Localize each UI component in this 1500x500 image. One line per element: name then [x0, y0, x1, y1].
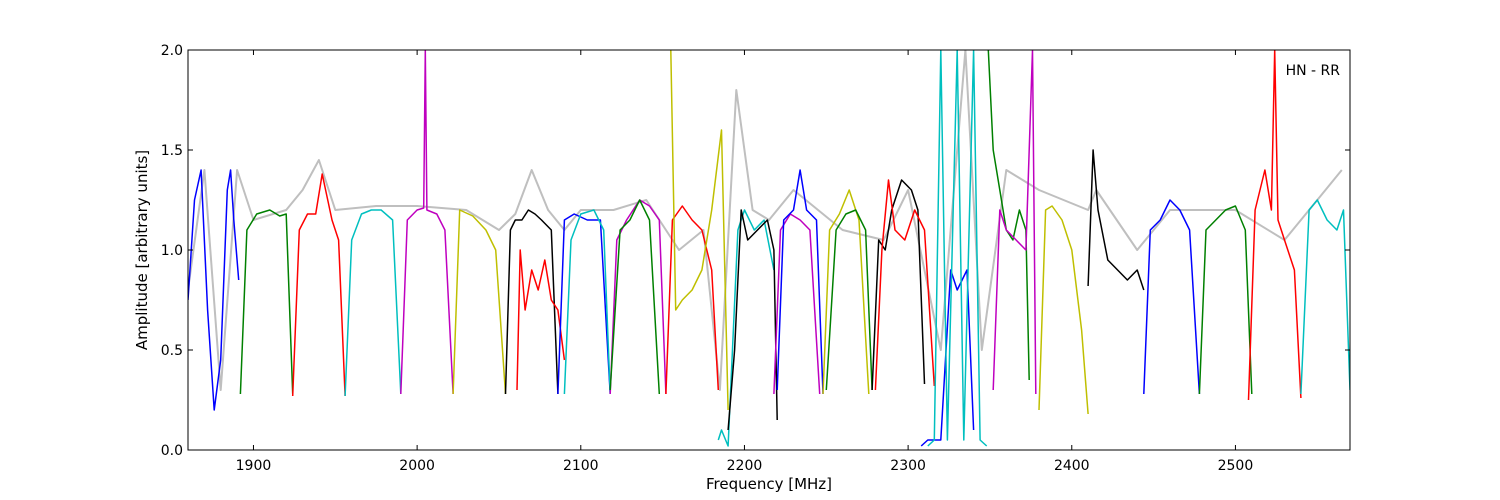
series-line-32 — [1300, 199, 1350, 395]
series-line-21 — [871, 179, 926, 391]
x-tick-label: 2100 — [563, 458, 599, 474]
series-line-7 — [504, 209, 559, 395]
chart-annotation: HN - RR — [1286, 63, 1341, 79]
y-tick-label: 1.5 — [161, 143, 183, 159]
series-line-18 — [776, 169, 824, 395]
x-tick-label: 2500 — [1218, 458, 1254, 474]
series-line-12 — [609, 199, 661, 395]
x-tick-label: 1900 — [236, 458, 272, 474]
series-line-3 — [291, 173, 346, 397]
y-tick-label: 0.0 — [161, 443, 183, 459]
axis-ticks: 1900 2000 2100 2200 2300 2400 2500 0.0 0.5 1.0 1.5… — [161, 43, 1350, 474]
series-line-14 — [670, 50, 729, 411]
series-line-29 — [1143, 199, 1201, 395]
x-tick-label: 2400 — [1054, 458, 1090, 474]
series-line-26 — [992, 50, 1037, 395]
series-line-13 — [665, 205, 720, 395]
series-line-30 — [1198, 205, 1253, 395]
series-line-8 — [516, 249, 566, 391]
series-line-19 — [822, 189, 870, 395]
series-line-31 — [1247, 50, 1302, 401]
y-tick-label: 0.5 — [161, 343, 183, 359]
plot-area — [188, 50, 1350, 447]
x-tick-label: 2300 — [890, 458, 926, 474]
series-line-28 — [1087, 149, 1145, 291]
series-line-24 — [927, 50, 988, 447]
series-line-10 — [563, 209, 611, 395]
series-line-9 — [557, 213, 611, 395]
series-line-20 — [825, 209, 873, 391]
series-line-4 — [344, 209, 402, 397]
series-line-17 — [773, 213, 821, 395]
series-line-16 — [727, 209, 778, 431]
series-line-22 — [874, 179, 936, 391]
x-tick-label: 2200 — [727, 458, 763, 474]
x-axis-label: Frequency [MHz] — [706, 475, 832, 493]
series-line-27 — [1038, 205, 1089, 415]
series-line-25 — [987, 50, 1030, 381]
y-tick-label: 2.0 — [161, 43, 183, 59]
series-line-6 — [452, 209, 507, 395]
series-line-1 — [188, 169, 240, 411]
y-tick-label: 1.0 — [161, 243, 183, 259]
series-line-5 — [400, 50, 454, 395]
x-tick-label: 2000 — [399, 458, 435, 474]
series-line-2 — [239, 209, 294, 395]
y-axis-label: Amplitude [arbitrary units] — [133, 150, 151, 350]
background-series-line — [188, 50, 1343, 391]
